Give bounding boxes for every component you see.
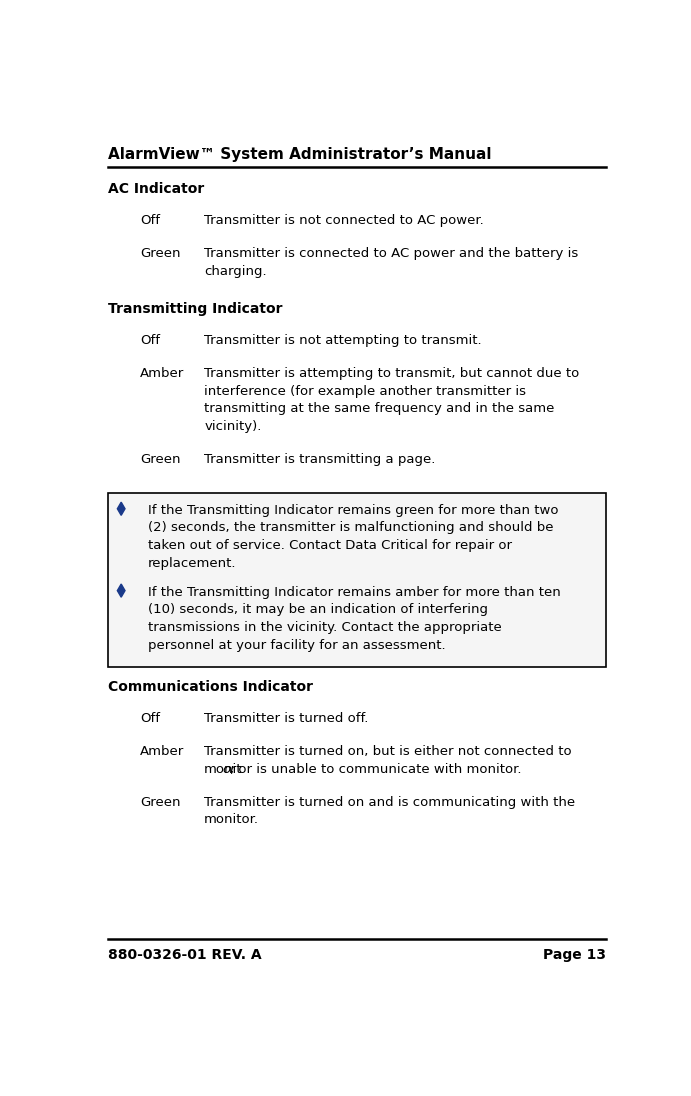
Text: Transmitter is connected to AC power and the battery is: Transmitter is connected to AC power and…: [205, 247, 578, 260]
Text: monitor.: monitor.: [205, 813, 259, 826]
Text: Page 13: Page 13: [543, 948, 606, 961]
Text: (10) seconds, it may be an indication of interfering: (10) seconds, it may be an indication of…: [148, 603, 488, 616]
Text: or: or: [223, 763, 236, 776]
Text: interference (for example another transmitter is: interference (for example another transm…: [205, 385, 526, 398]
Polygon shape: [117, 502, 125, 515]
Text: Communications Indicator: Communications Indicator: [108, 680, 313, 694]
Text: Off: Off: [140, 712, 160, 726]
Text: Amber: Amber: [140, 367, 184, 380]
Text: If the Transmitting Indicator remains green for more than two: If the Transmitting Indicator remains gr…: [148, 504, 558, 516]
Text: Transmitter is not connected to AC power.: Transmitter is not connected to AC power…: [205, 214, 484, 227]
Text: taken out of service. Contact Data Critical for repair or: taken out of service. Contact Data Criti…: [148, 539, 512, 552]
Text: transmitting at the same frequency and in the same: transmitting at the same frequency and i…: [205, 402, 555, 415]
Text: charging.: charging.: [205, 265, 267, 278]
Bar: [108, 493, 606, 667]
Text: Green: Green: [140, 453, 180, 466]
Text: personnel at your facility for an assessment.: personnel at your facility for an assess…: [148, 639, 446, 652]
Text: transmissions in the vicinity. Contact the appropriate: transmissions in the vicinity. Contact t…: [148, 621, 502, 633]
Text: replacement.: replacement.: [148, 557, 236, 570]
Text: Green: Green: [140, 796, 180, 809]
Text: Transmitter is turned on, but is either not connected to: Transmitter is turned on, but is either …: [205, 745, 572, 758]
Text: , or is unable to communicate with monitor.: , or is unable to communicate with monit…: [229, 763, 521, 776]
Text: vicinity).: vicinity).: [205, 420, 262, 433]
Text: AC Indicator: AC Indicator: [108, 182, 204, 196]
Text: Transmitter is turned on and is communicating with the: Transmitter is turned on and is communic…: [205, 796, 576, 809]
Text: Off: Off: [140, 334, 160, 347]
Text: Transmitter is turned off.: Transmitter is turned off.: [205, 712, 368, 726]
Text: Transmitting Indicator: Transmitting Indicator: [108, 302, 283, 316]
Polygon shape: [117, 584, 125, 597]
Text: Transmitter is not attempting to transmit.: Transmitter is not attempting to transmi…: [205, 334, 482, 347]
Text: (2) seconds, the transmitter is malfunctioning and should be: (2) seconds, the transmitter is malfunct…: [148, 522, 553, 535]
Text: 880-0326-01 REV. A: 880-0326-01 REV. A: [108, 948, 261, 961]
Text: Green: Green: [140, 247, 180, 260]
Text: AlarmView™ System Administrator’s Manual: AlarmView™ System Administrator’s Manual: [108, 147, 491, 162]
Text: Amber: Amber: [140, 745, 184, 758]
Text: monit: monit: [205, 763, 243, 776]
Text: Off: Off: [140, 214, 160, 227]
Text: If the Transmitting Indicator remains amber for more than ten: If the Transmitting Indicator remains am…: [148, 585, 560, 598]
Text: Transmitter is attempting to transmit, but cannot due to: Transmitter is attempting to transmit, b…: [205, 367, 580, 380]
Text: Transmitter is transmitting a page.: Transmitter is transmitting a page.: [205, 453, 435, 466]
